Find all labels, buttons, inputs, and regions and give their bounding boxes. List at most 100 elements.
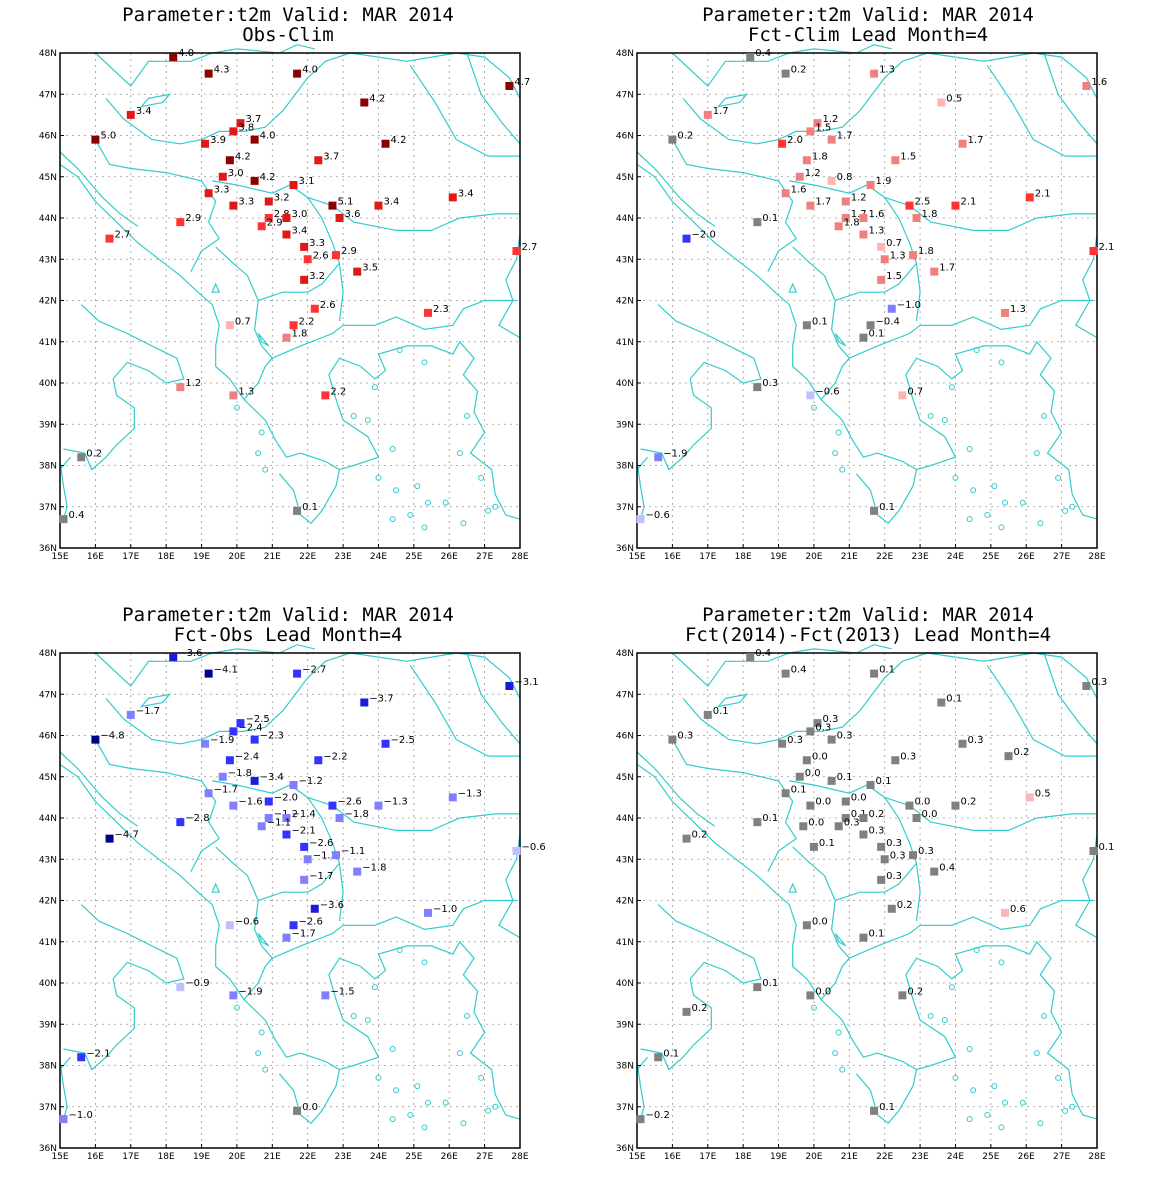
lake-outline: [834, 933, 847, 947]
station-marker: [859, 830, 868, 839]
island-outline: [421, 524, 428, 531]
station-value-label: −0.2: [646, 1110, 670, 1121]
coastline: [1043, 652, 1098, 745]
x-tick-label: 27E: [476, 552, 493, 562]
coastline: [215, 197, 341, 302]
station-marker: [654, 1053, 663, 1062]
station-value-label: −4.8: [100, 731, 124, 742]
station-marker: [204, 69, 213, 78]
station-marker: [257, 222, 266, 231]
x-tick-label: 23E: [912, 552, 929, 562]
x-tick-label: 24E: [947, 552, 964, 562]
station-value-label: 0.0: [815, 986, 831, 997]
station-marker: [813, 119, 822, 128]
station-value-label: 0.1: [762, 978, 778, 989]
station-value-label: −1.1: [341, 846, 365, 857]
gridlines: [60, 653, 520, 1148]
station-value-label: 1.3: [238, 386, 254, 397]
station-marker: [880, 855, 889, 864]
station-value-label: 0.0: [808, 817, 824, 828]
x-tick-label: 19E: [193, 552, 210, 562]
station-value-label: 0.3: [1091, 677, 1107, 688]
station-value-label: −2.7: [302, 665, 326, 676]
y-tick-label: 43N: [39, 855, 57, 865]
island-outline: [966, 1116, 973, 1123]
station-marker: [746, 653, 755, 662]
station-marker: [229, 801, 238, 810]
coastline: [59, 1056, 72, 1070]
station-value-label: −0.6: [235, 916, 259, 927]
station-marker: [300, 242, 309, 251]
station-marker: [834, 822, 843, 831]
station-value-label: 0.1: [868, 929, 884, 940]
station-value-label: −2.6: [309, 838, 333, 849]
panel-title-line2: Fct-Clim Lead Month=4: [747, 24, 989, 46]
x-tick-label: 15E: [628, 1152, 645, 1162]
x-tick-label: 26E: [1018, 552, 1035, 562]
coastline: [94, 44, 315, 87]
lake-outline: [211, 282, 221, 293]
station-value-label: −1.0: [69, 1110, 93, 1121]
station-marker: [859, 214, 868, 222]
station-value-label: 0.0: [922, 809, 938, 820]
island-outline: [393, 487, 400, 494]
x-tick-label: 18E: [735, 1152, 752, 1162]
station-marker: [229, 127, 238, 136]
island-outline: [832, 1050, 839, 1057]
lake-outline: [834, 333, 847, 347]
station-marker: [293, 69, 302, 78]
station-value-label: 5.0: [100, 131, 116, 142]
station-value-label: 1.3: [1010, 304, 1026, 315]
x-tick-label: 21E: [841, 552, 858, 562]
coastline: [671, 644, 892, 687]
station-marker: [293, 506, 302, 515]
station-marker: [877, 242, 886, 251]
station-marker: [866, 321, 875, 330]
station-value-label: 0.3: [886, 871, 902, 882]
station-marker: [891, 756, 900, 765]
station-marker: [505, 682, 514, 690]
station-value-label: 3.4: [458, 188, 474, 199]
station-marker: [225, 756, 234, 765]
station-marker: [866, 181, 875, 189]
station-marker: [870, 1106, 879, 1115]
island-outline: [927, 1013, 934, 1019]
station-value-label: −1.8: [228, 768, 252, 779]
station-value-label: 1.7: [851, 209, 867, 220]
station-value-label: 0.0: [805, 768, 821, 779]
station-marker: [381, 739, 390, 748]
station-value-label: −2.6: [337, 797, 361, 808]
island-outline: [1040, 413, 1047, 419]
station-value-label: 1.3: [868, 226, 884, 237]
station-value-label: −3.6: [320, 900, 344, 911]
station-value-label: 0.2: [1014, 747, 1030, 758]
station-marker: [905, 801, 914, 810]
y-tick-label: 41N: [616, 338, 634, 348]
island-outline: [948, 984, 955, 991]
station-value-label: 4.3: [214, 65, 230, 76]
x-tick-label: 23E: [335, 552, 352, 562]
y-tick-label: 45N: [616, 173, 634, 183]
station-value-label: 2.2: [330, 386, 346, 397]
x-tick-label: 20E: [228, 552, 245, 562]
station-value-label: −1.9: [663, 448, 687, 459]
station-marker: [59, 515, 68, 524]
island-outline: [442, 499, 449, 506]
island-outline: [460, 520, 467, 527]
island-outline: [941, 1017, 948, 1024]
x-tick-label: 21E: [841, 1152, 858, 1162]
island-outline: [966, 446, 973, 452]
station-marker: [668, 735, 677, 744]
x-tick-label: 19E: [770, 552, 787, 562]
y-tick-label: 37N: [616, 503, 634, 513]
station-value-label: 0.4: [791, 665, 807, 676]
panel-title-line1: Parameter:t2m Valid: MAR 2014: [702, 4, 1034, 26]
coastline: [94, 139, 221, 272]
x-tick-label: 22E: [299, 1152, 316, 1162]
island-outline: [998, 359, 1005, 366]
station-value-label: 0.2: [692, 830, 708, 841]
gridlines: [637, 653, 1097, 1148]
island-outline: [255, 450, 262, 457]
station-value-label: 1.7: [713, 106, 729, 117]
x-tick-label: 25E: [405, 552, 422, 562]
